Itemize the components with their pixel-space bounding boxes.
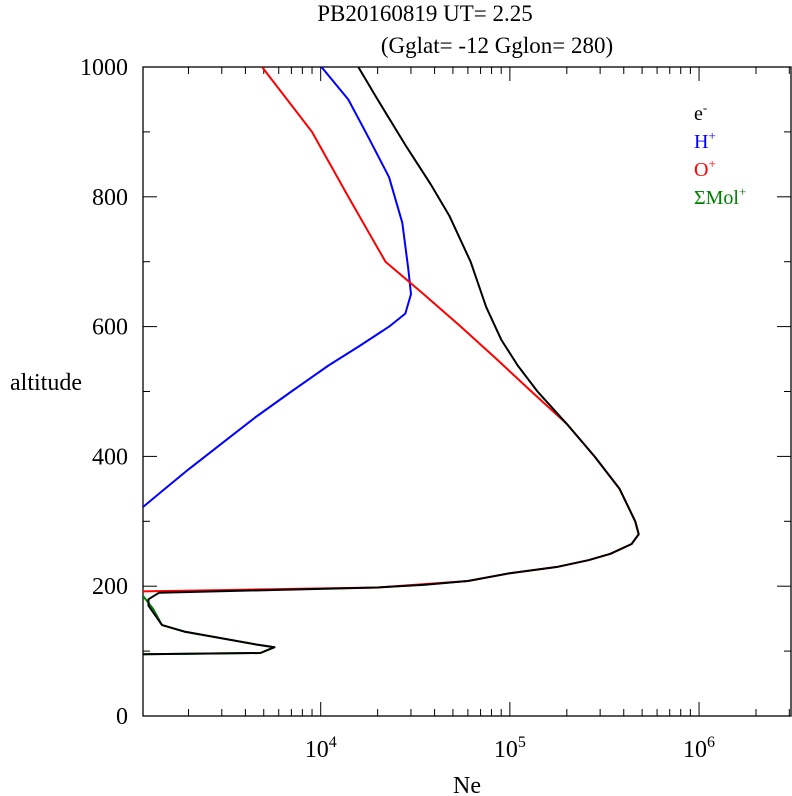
chart-subtitle: (Gglat= -12 Gglon= 280) [381, 33, 613, 58]
x-axis-label: Ne [453, 773, 481, 796]
y-tick-label: 800 [92, 185, 128, 211]
series-group [143, 67, 640, 656]
series-line-e [143, 67, 640, 656]
legend-entry-o: O+ [694, 156, 716, 181]
y-tick-label: 1000 [80, 55, 128, 81]
x-tick-label: 106 [683, 734, 715, 763]
y-tick-label: 600 [92, 315, 128, 341]
series-line-h [143, 67, 412, 508]
x-tick-label: 105 [494, 734, 526, 763]
y-tick-label: 400 [92, 444, 128, 470]
legend-entry-e: e- [694, 100, 707, 125]
chart-title: PB20160819 UT= 2.25 [317, 1, 533, 26]
y-axis-label: altitude [10, 370, 82, 396]
y-tick-label: 0 [116, 704, 128, 730]
x-tick-label: 104 [305, 734, 337, 763]
y-tick-label: 200 [92, 574, 128, 600]
legend-entry-h: H+ [694, 128, 716, 153]
series-line-o [143, 67, 640, 593]
legend-entry-mol: ΣMol+ [694, 184, 746, 209]
